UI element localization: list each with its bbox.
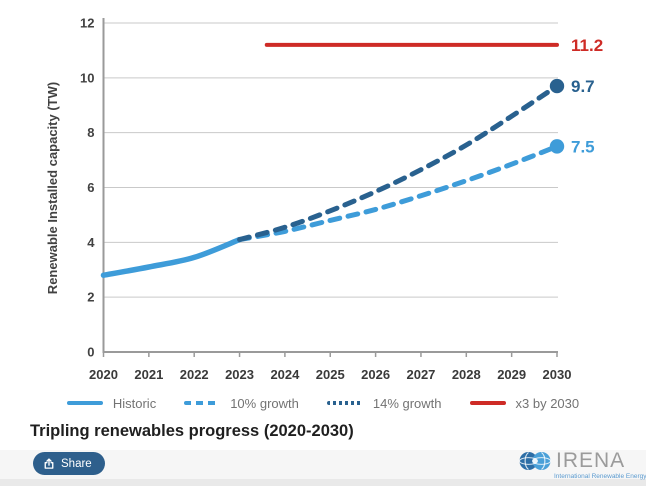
irena-logo[interactable]: IRENA International Renewable Energy Age…: [518, 449, 646, 482]
x-tick-label: 2020: [89, 367, 118, 382]
x-tick-label: 2023: [225, 367, 254, 382]
legend-item-10-growth[interactable]: 10% growth: [184, 396, 299, 411]
chart-svg: 0 2 4 6 8 10 12 2020 2021 2022 2023 2024 2025 2026 202…: [45, 16, 603, 383]
x-tick-label: 2030: [543, 367, 572, 382]
legend-item-x3-by-2030[interactable]: x3 by 2030: [469, 395, 580, 411]
x-tick-label: 2028: [452, 367, 481, 382]
legend-item-14-growth[interactable]: 14% growth: [326, 395, 442, 411]
x-tick-label: 2024: [270, 367, 300, 382]
y-axis-title: Renewable Installed capacity (TW): [45, 82, 60, 294]
series-end-value-label: 11.2: [571, 36, 603, 55]
legend-label: 14% growth: [372, 395, 442, 411]
irena-wordmark: IRENA: [556, 449, 626, 472]
irena-tagline: International Renewable Energy Agency: [554, 473, 646, 480]
series-end-marker: [549, 139, 565, 154]
legend-sample-line: [326, 401, 363, 405]
x-tick-label: 2027: [406, 367, 435, 382]
series-end-value-label: 9.7: [571, 77, 595, 96]
legend-sample-line: [184, 401, 221, 405]
series-end-marker: [549, 78, 565, 94]
y-tick-label: 8: [87, 125, 94, 140]
legend-sample-line: [66, 401, 103, 405]
x-tick-label: 2021: [134, 367, 163, 382]
page-bottom-strip: [0, 479, 646, 486]
irena-globes-icon: [518, 450, 552, 472]
x-tick-label: 2022: [180, 367, 209, 382]
share-icon: [43, 457, 55, 470]
legend-label: 10% growth: [230, 395, 299, 411]
x-tick-label: 2029: [497, 367, 526, 382]
y-tick-label: 2: [87, 290, 94, 305]
share-button[interactable]: Share: [33, 452, 105, 475]
chart-legend: Historic 10% growth 14% growth x3 by 2030: [0, 393, 646, 413]
y-tick-label: 12: [80, 16, 94, 31]
share-button-label: Share: [61, 457, 92, 470]
series-end-value-label: 7.5: [571, 137, 595, 156]
legend-sample-line: [469, 401, 506, 405]
series-line-10-growth: [237, 143, 560, 243]
legend-label: Historic: [112, 395, 157, 411]
y-tick-label: 4: [87, 235, 95, 250]
legend-item-historic[interactable]: Historic: [66, 395, 157, 411]
y-tick-label: 10: [80, 70, 94, 85]
x-tick-label: 2026: [361, 367, 390, 382]
legend-label: x3 by 2030: [515, 395, 580, 411]
x-tick-label: 2025: [316, 367, 345, 382]
chart-title: Tripling renewables progress (2020-2030): [30, 422, 354, 440]
y-tick-label: 0: [87, 345, 94, 360]
series-line-14-growth: [237, 83, 560, 243]
series-line-historic: [100, 236, 243, 278]
y-tick-label: 6: [87, 180, 94, 195]
